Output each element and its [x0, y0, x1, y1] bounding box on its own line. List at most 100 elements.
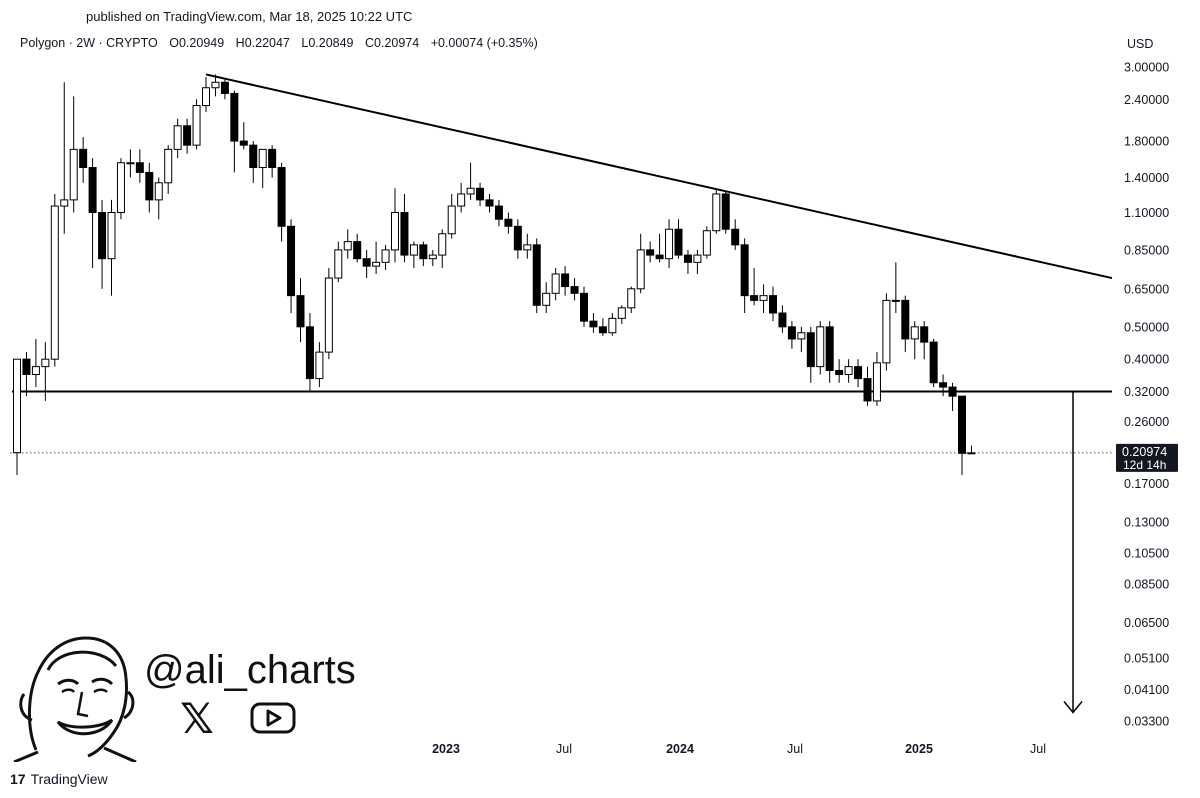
last-price-box [1116, 443, 1178, 472]
y-tick-label: 0.17000 [1124, 477, 1169, 491]
candle-body-up [154, 182, 163, 201]
candle-body-up [334, 249, 343, 279]
candle-body-up [164, 148, 173, 184]
candle [825, 321, 834, 383]
candle-body-up [13, 358, 21, 454]
y-tick-label: 1.10000 [1124, 206, 1169, 220]
candle-body-down [740, 244, 749, 297]
candle-body-up [41, 358, 50, 368]
candle [211, 74, 220, 97]
candle [674, 219, 683, 259]
target-arrow-head [1063, 700, 1083, 714]
x-tick-label: Jul [1030, 742, 1046, 756]
x-tick-label: 2024 [666, 742, 694, 756]
cartoon-face-avatar [8, 622, 148, 764]
x-axis[interactable]: 2023 Jul 2024 Jul 2025 Jul [432, 742, 1046, 756]
candle [863, 366, 872, 406]
candle-body-down [750, 295, 759, 301]
candle-body-up [258, 148, 267, 169]
candle-body-up [391, 211, 399, 251]
candle-body-up [116, 162, 125, 213]
candle [721, 190, 730, 234]
candle-body-down [721, 193, 730, 230]
candle [296, 278, 305, 343]
y-tick-label: 2.40000 [1124, 93, 1169, 107]
candle-body-up [211, 81, 220, 89]
candle [258, 148, 267, 189]
legend-high: 0.22047 [245, 36, 290, 50]
x-logo-icon[interactable]: 𝕏 [180, 694, 214, 743]
legend-high-label: H [236, 36, 245, 50]
y-axis[interactable]: 3.00000 2.40000 1.80000 1.40000 1.10000 0.850… [1124, 61, 1169, 729]
candle [164, 145, 173, 194]
candle [457, 182, 466, 213]
candle-body-down [296, 295, 305, 328]
candle-body-down [145, 171, 154, 201]
candle-body-down [504, 218, 513, 227]
y-tick-label: 0.03300 [1124, 715, 1169, 729]
candle [145, 162, 154, 213]
candle [683, 249, 692, 274]
candle [116, 158, 125, 220]
candle-body-down [835, 369, 844, 375]
candle-body-up [372, 261, 381, 267]
candle-body-up [466, 187, 475, 195]
last-price-value: 0.20974 [1122, 445, 1167, 459]
x-tick-label: Jul [787, 742, 803, 756]
candle [31, 338, 40, 388]
tradingview-logo-icon: 17 [10, 771, 26, 787]
candles-layer [13, 74, 976, 475]
y-tick-label: 1.80000 [1124, 135, 1169, 149]
descending-trendline [205, 73, 1113, 280]
candle-body-up [627, 288, 636, 309]
candle-body-up [712, 193, 721, 232]
candle-body-down [825, 326, 834, 371]
tradingview-footer[interactable]: 17 TradingView [10, 771, 108, 787]
candle [428, 249, 437, 267]
candle [702, 226, 711, 259]
candle [362, 249, 371, 279]
candle-body-down [277, 167, 286, 227]
candle [872, 352, 881, 406]
bar-countdown: 12d 14h [1123, 458, 1166, 472]
candle-body-down [589, 320, 598, 328]
candle [220, 79, 229, 100]
youtube-play-icon[interactable] [250, 702, 296, 734]
candle [939, 374, 948, 397]
candle-body-down [400, 211, 409, 256]
candle [69, 96, 78, 213]
candle-body-up [409, 244, 418, 256]
candle-body-up [173, 125, 182, 150]
candle-body-up [617, 307, 626, 319]
candle [551, 268, 560, 301]
candle [324, 268, 333, 360]
candle [466, 162, 475, 200]
candle [305, 313, 314, 392]
candle-body-down [646, 249, 655, 256]
candle-body-down [674, 228, 683, 256]
candle-body-up [202, 87, 210, 107]
candle-body-up [324, 277, 333, 353]
candle-body-up [381, 249, 390, 263]
candle [79, 137, 88, 183]
candle-body-up [665, 228, 674, 260]
y-tick-label: 0.32000 [1124, 385, 1169, 399]
candle [513, 219, 522, 259]
candle-body-down [353, 241, 362, 260]
y-tick-label: 0.06500 [1124, 616, 1169, 630]
candle [419, 241, 428, 267]
candle [665, 219, 674, 269]
candle [202, 77, 210, 112]
candle [381, 244, 390, 270]
candle [523, 233, 532, 259]
candle [98, 199, 107, 289]
candle-body-up [343, 241, 352, 251]
candle-body-down [939, 382, 948, 388]
candle [655, 233, 664, 263]
legend-symbol: Polygon · 2W · CRYPTO [20, 36, 158, 50]
drawings-layer [10, 73, 1113, 714]
candle [929, 338, 938, 388]
candle-body-up [31, 366, 40, 375]
